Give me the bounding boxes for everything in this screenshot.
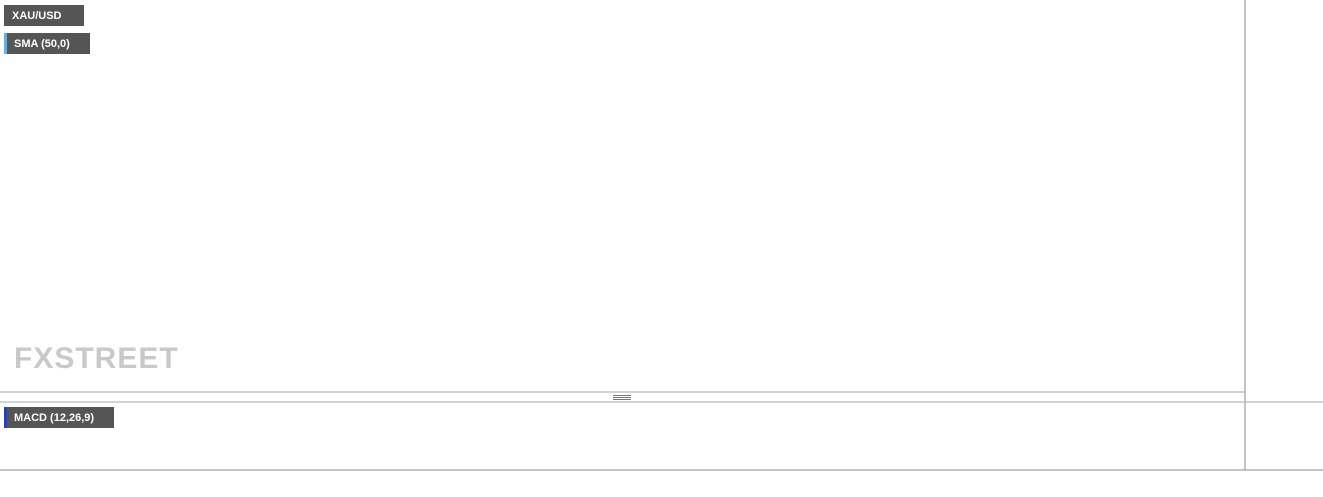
legend: XAU/USD SMA (50,0) MACD (12,26,9) — [4, 5, 114, 428]
legend-box — [4, 407, 114, 428]
watermark: FXSTREET — [14, 342, 179, 375]
legend-box — [4, 5, 84, 26]
panel-grip[interactable] — [613, 395, 631, 400]
legend-label: XAU/USD — [12, 10, 62, 22]
legend-label: MACD (12,26,9) — [14, 412, 94, 424]
legend-box — [4, 33, 90, 54]
legend-swatch — [4, 407, 7, 428]
legend-swatch — [4, 33, 7, 54]
legend-label: SMA (50,0) — [14, 38, 70, 50]
